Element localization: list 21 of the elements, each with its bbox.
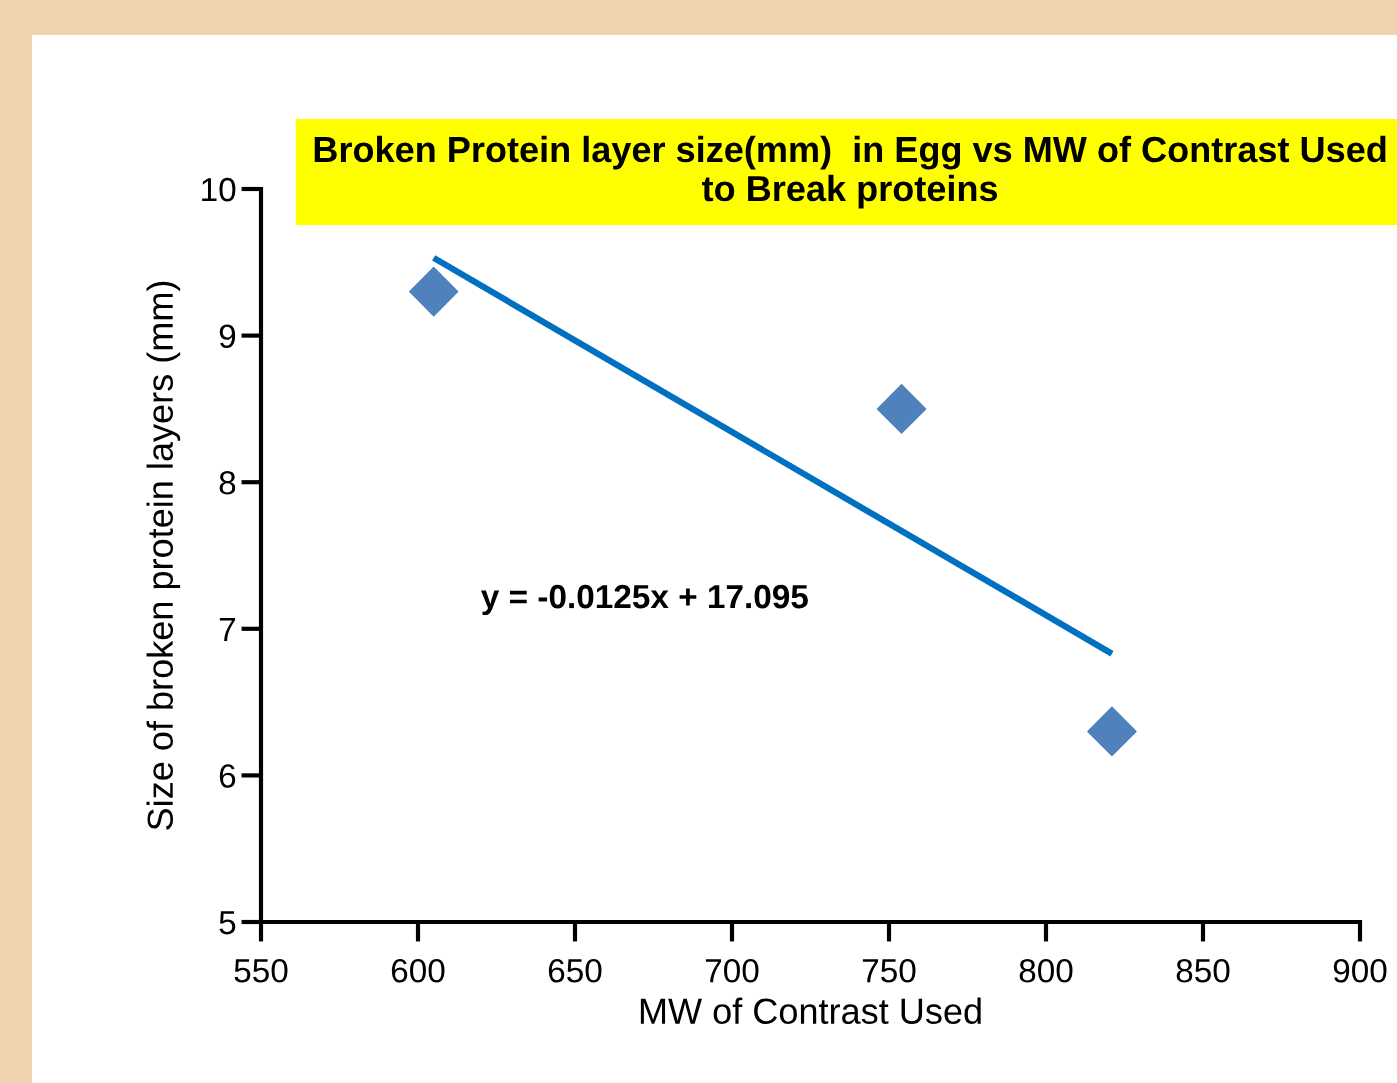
x-tick-label: 900 (1333, 958, 1387, 983)
y-axis-title: Size of broken protein layers (mm) (146, 281, 181, 830)
y-tick-label: 7 (219, 617, 236, 641)
x-tick-label: 600 (391, 958, 445, 983)
y-tick-label: 9 (219, 324, 236, 349)
x-tick-label: 750 (862, 958, 916, 983)
y-tick-label: 6 (219, 764, 236, 788)
x-tick-label: 700 (705, 958, 759, 983)
chart-title: Broken Protein layer size(mm) in Egg vs MW of Contrast Used to Break proteins (314, 135, 1386, 209)
annotation: y = -0.0125x + 17.095 (481, 584, 808, 616)
x-tick-label: 650 (548, 958, 602, 983)
point (408, 266, 459, 317)
y-tick-label: 8 (219, 471, 236, 495)
x-tick-label: 850 (1176, 958, 1230, 983)
x-tick-label: 550 (234, 958, 288, 983)
point (1087, 706, 1137, 757)
x-tick-label: 800 (1019, 958, 1073, 983)
point (876, 384, 927, 434)
x-axis-title: MW of Contrast Used (640, 997, 981, 1025)
y-tick-label: 5 (219, 911, 236, 935)
y-tick-label: 10 (202, 177, 236, 202)
